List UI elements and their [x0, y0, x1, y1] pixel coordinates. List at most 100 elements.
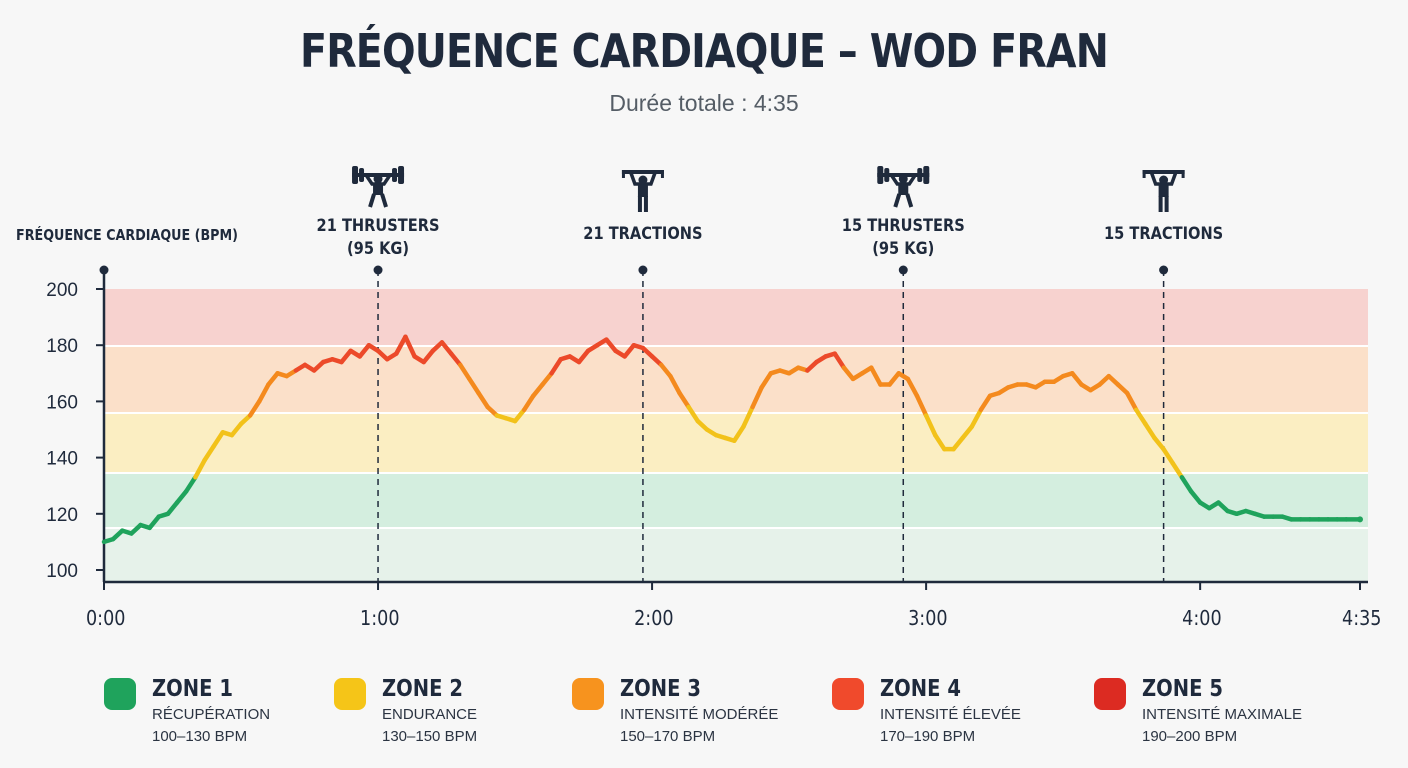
hr-segment — [266, 371, 280, 387]
hr-segment — [1152, 435, 1166, 452]
hr-segment — [686, 404, 700, 424]
y-tick-label: 200 — [46, 280, 78, 301]
hr-segment — [658, 362, 673, 379]
hr-segment — [549, 357, 563, 376]
hr-segment — [531, 382, 545, 399]
hr-segment — [1188, 489, 1203, 505]
legend-zone-name: ZONE 1 — [152, 676, 233, 702]
event-label: 21 THRUSTERS — [317, 215, 440, 235]
hr-segment — [403, 334, 417, 359]
legend-zone-name: ZONE 5 — [1142, 676, 1223, 702]
hr-segment — [147, 514, 162, 531]
event-marker-1: 21 THRUSTERS (95 KG) — [317, 166, 440, 582]
hr-segment — [869, 365, 883, 387]
legend-zone-desc: ENDURANCE — [382, 706, 478, 723]
hr-segment — [202, 444, 216, 463]
hr-segment — [183, 475, 198, 494]
hr-segment — [540, 371, 554, 387]
hr-segment — [421, 348, 436, 365]
hr-segment — [229, 421, 244, 438]
hr-segment — [932, 432, 947, 452]
hr-segment — [960, 424, 975, 441]
hr-segment — [211, 430, 225, 449]
pullup-icon — [1142, 170, 1185, 212]
hr-segment — [357, 342, 372, 359]
hr-segment — [394, 334, 408, 356]
hr-segment — [165, 500, 180, 517]
x-tick-label: 4:00 — [1182, 608, 1222, 630]
hr-segment — [759, 371, 774, 390]
event-label: (95 KG) — [347, 238, 409, 258]
legend-zone-desc: INTENSITÉ ÉLEVÉE — [880, 706, 1021, 723]
legend-zone-desc: INTENSITÉ MODÉRÉE — [620, 706, 779, 723]
hr-segment — [1133, 407, 1148, 427]
event-marker-4: 15 TRACTIONS — [1104, 170, 1223, 582]
chart-subtitle: Durée totale : 4:35 — [609, 90, 799, 116]
x-tick-label: 1:00 — [360, 608, 400, 630]
hr-segment — [841, 365, 856, 382]
hr-segment — [951, 435, 965, 452]
x-tick-label: 2:00 — [634, 608, 674, 630]
legend-zone-range: 100–130 BPM — [152, 728, 248, 745]
barbell-icon — [352, 166, 405, 208]
hr-segment — [677, 390, 691, 410]
legend-zone-range: 170–190 BPM — [880, 728, 976, 745]
event-markers: 21 THRUSTERS (95 KG) 21 TRACTIONS 15 THRUST… — [317, 166, 1223, 582]
hr-segment — [914, 393, 929, 418]
pullup-icon — [621, 170, 664, 212]
event-marker-2: 21 TRACTIONS — [583, 170, 703, 582]
zone-band-5 — [104, 289, 1368, 346]
hr-segment — [750, 385, 764, 410]
hr-segment — [732, 424, 746, 443]
y-tick-label: 140 — [46, 449, 78, 470]
zone-band-1 — [104, 528, 1368, 582]
event-label: 21 TRACTIONS — [583, 223, 702, 243]
x-tick-label: 0:00 — [86, 608, 126, 630]
legend-zone-name: ZONE 2 — [382, 676, 463, 702]
legend-zone-name: ZONE 3 — [620, 676, 701, 702]
legend-zone-range: 130–150 BPM — [382, 728, 478, 745]
legend-swatch — [572, 678, 604, 710]
hr-segment — [476, 390, 490, 410]
heart-rate-line — [101, 334, 1363, 545]
event-label: 15 TRACTIONS — [1104, 223, 1223, 243]
hr-segment — [257, 382, 271, 404]
hr-segment — [978, 393, 993, 413]
legend-zone-desc: RÉCUPÉRATION — [152, 706, 271, 723]
event-dot — [1159, 265, 1169, 275]
hr-segment — [905, 376, 920, 399]
zone-band-3 — [104, 413, 1368, 473]
y-tick-label: 160 — [46, 392, 78, 413]
hr-segment — [741, 404, 755, 429]
hr-segment — [448, 351, 463, 368]
legend-zone-name: ZONE 4 — [880, 676, 961, 702]
hr-segment — [439, 340, 454, 356]
hr-segment — [457, 362, 472, 382]
chart-title: FRÉQUENCE CARDIAQUE – WOD FRAN — [300, 24, 1109, 78]
zone-band-4 — [104, 346, 1368, 413]
event-label: 15 THRUSTERS — [842, 215, 965, 235]
hr-segment — [969, 407, 984, 429]
event-marker-3: 15 THRUSTERS (95 KG) — [842, 166, 965, 582]
zone-band-2 — [104, 473, 1368, 528]
legend-zone-desc: INTENSITÉ MAXIMALE — [1142, 706, 1303, 723]
hr-segment — [339, 348, 353, 365]
hr-segment — [1179, 475, 1194, 494]
hr-segment — [604, 337, 618, 354]
x-tick-label: 4:35 — [1342, 608, 1382, 630]
hr-segment — [832, 351, 847, 370]
legend-swatch — [334, 678, 366, 710]
legend-swatch — [832, 678, 864, 710]
y-axis-top-dot — [99, 265, 109, 275]
hr-segment — [923, 413, 938, 438]
hr-segment — [1070, 371, 1084, 387]
hr-segment — [467, 376, 481, 396]
x-tick-label: 3:00 — [908, 608, 948, 630]
y-tick-label: 120 — [46, 505, 78, 526]
hr-segment — [887, 371, 901, 387]
y-tick-label: 100 — [46, 561, 78, 582]
hr-end-point — [1357, 516, 1363, 523]
hr-segment — [622, 342, 637, 359]
hr-segment — [668, 373, 682, 396]
